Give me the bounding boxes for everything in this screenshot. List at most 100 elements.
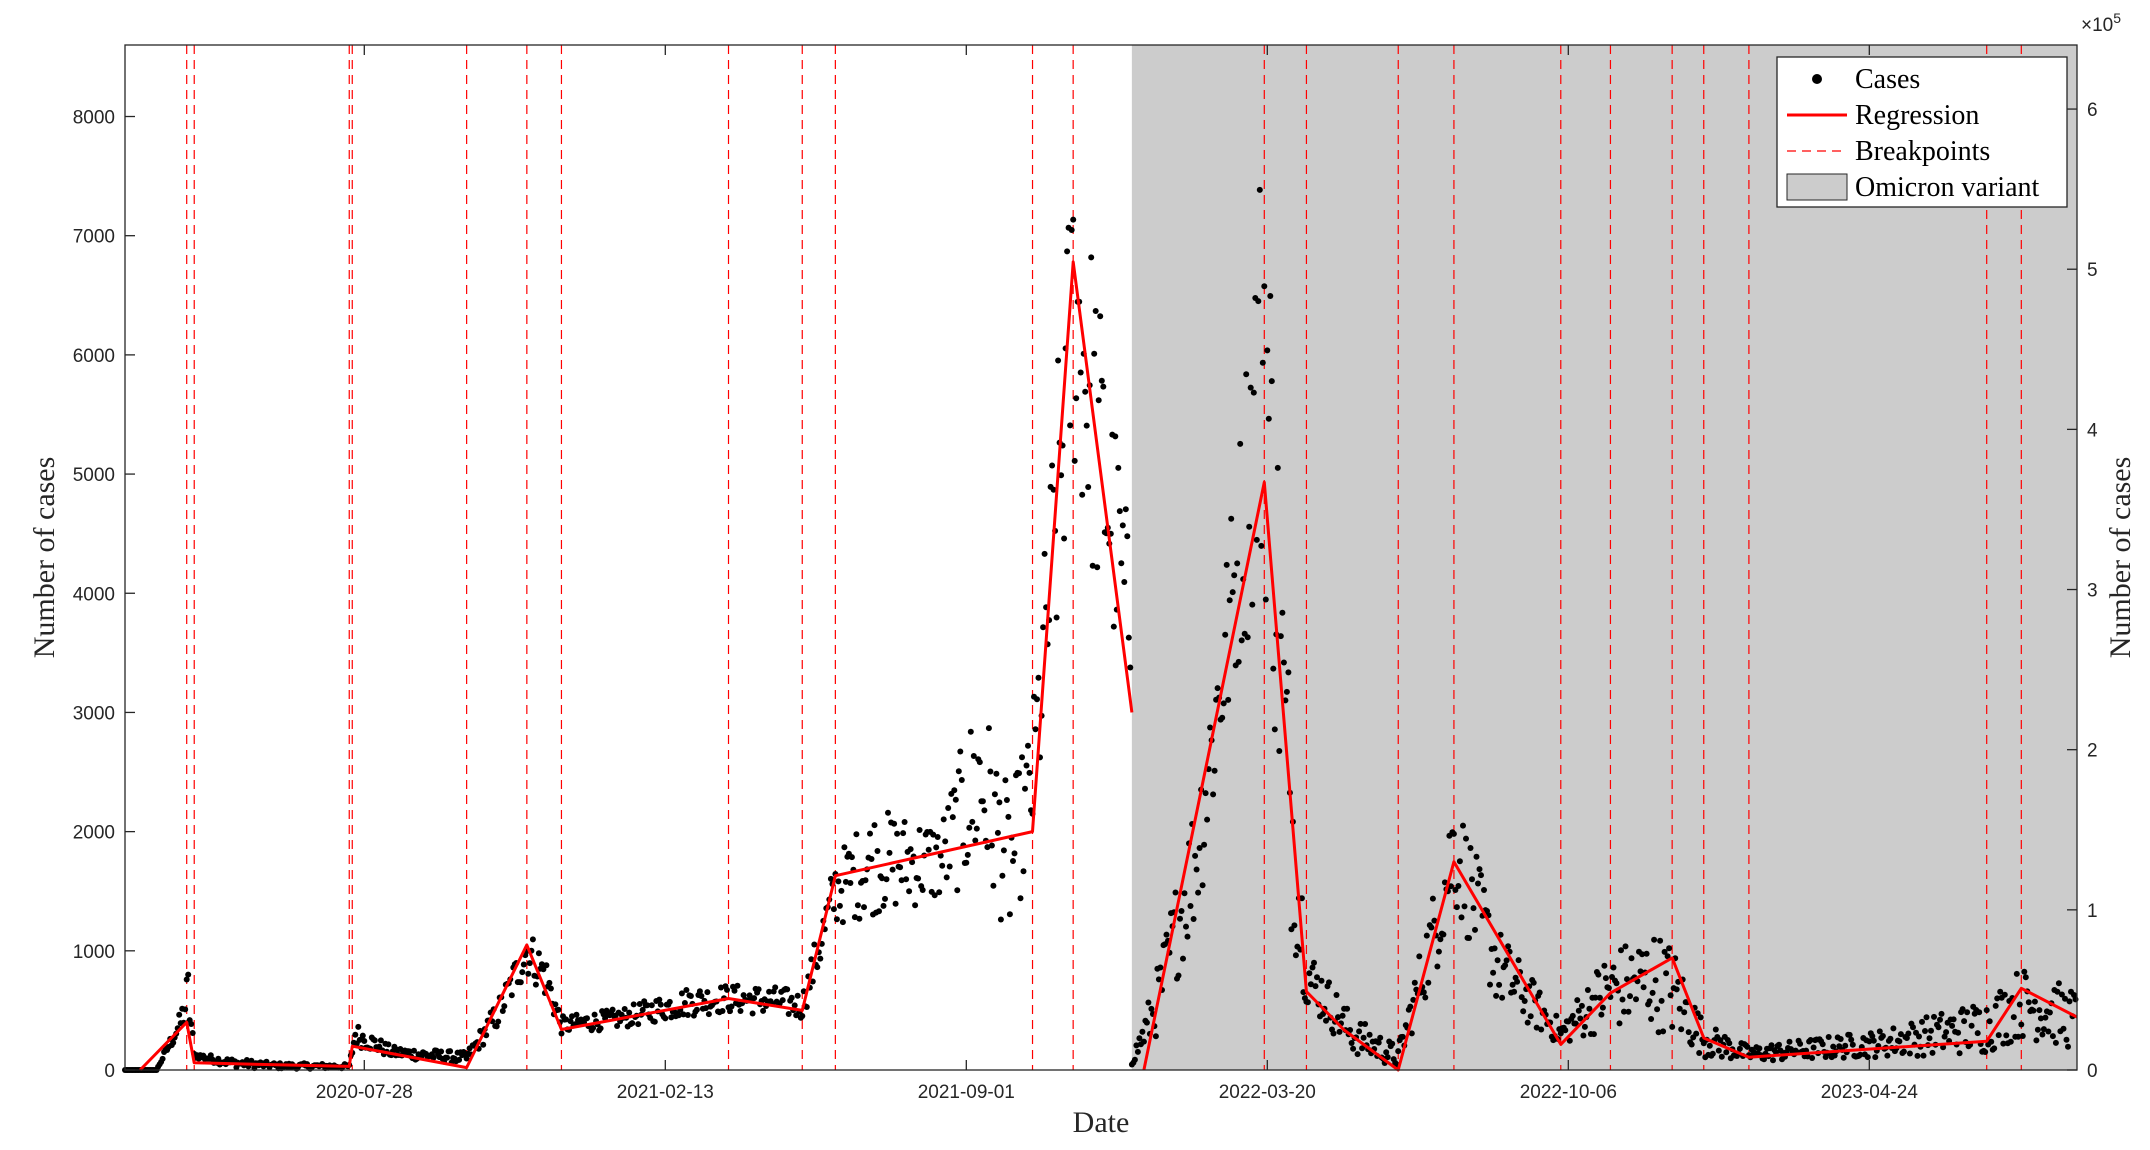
case-point [817, 955, 824, 962]
case-point [1389, 1040, 1396, 1047]
case-point [438, 1048, 445, 1055]
case-point [1460, 822, 1466, 829]
case-point [526, 960, 533, 967]
case-point [567, 1018, 574, 1025]
y-right-exponent-label: ×105 [2081, 10, 2121, 36]
y-axis-label-right: Number of cases [2104, 457, 2137, 659]
case-point [1876, 1028, 1883, 1035]
case-point [1717, 1037, 1724, 1044]
case-point [1243, 371, 1250, 378]
case-point [1809, 1055, 1816, 1061]
case-point [1986, 1018, 1993, 1025]
case-point [1183, 923, 1189, 930]
x-tick-label: 2020-07-28 [316, 1082, 413, 1103]
case-point [1237, 440, 1244, 447]
case-point [1610, 964, 1617, 971]
case-point [1180, 955, 1186, 962]
case-point [1577, 1015, 1584, 1022]
legend-label: Regression [1855, 100, 1979, 131]
case-point [925, 846, 932, 853]
case-point [1637, 968, 1644, 975]
case-point [1079, 491, 1086, 498]
case-point [930, 831, 937, 838]
case-point [1864, 1054, 1871, 1061]
case-point [170, 1039, 177, 1046]
case-point [2063, 1036, 2070, 1043]
case-point [635, 1021, 642, 1028]
case-point [1931, 1013, 1937, 1020]
case-point [1225, 696, 1232, 703]
case-point [1652, 977, 1659, 984]
case-point [954, 887, 961, 894]
case-point [1922, 1028, 1928, 1034]
case-point [1601, 962, 1608, 969]
case-point [1201, 841, 1208, 848]
case-point [189, 1030, 196, 1036]
y-left-tick-label: 0 [104, 1061, 115, 1082]
case-point [1453, 904, 1460, 911]
case-point [880, 902, 887, 909]
case-point [1055, 357, 1062, 364]
case-point [1648, 1016, 1655, 1022]
case-point [1377, 1034, 1384, 1041]
case-point [1136, 1035, 1143, 1042]
case-point [766, 988, 773, 995]
case-point [629, 1020, 636, 1027]
case-point [1073, 395, 1080, 402]
case-point [1035, 674, 1042, 681]
case-point [1502, 962, 1509, 969]
case-point [563, 1016, 569, 1023]
case-point [1961, 1018, 1968, 1025]
case-point [1580, 1032, 1587, 1039]
case-point [1022, 785, 1028, 792]
case-point [1830, 1043, 1837, 1050]
case-point [1872, 1054, 1879, 1061]
case-point [1463, 835, 1469, 842]
case-point [1261, 283, 1268, 290]
case-point [994, 829, 1001, 836]
case-point [1088, 254, 1095, 261]
case-point [811, 941, 818, 948]
case-point [1467, 845, 1474, 851]
case-point [1476, 866, 1483, 873]
case-point [1068, 227, 1075, 233]
case-point [2016, 1001, 2023, 1008]
case-point [1280, 659, 1287, 666]
case-point [751, 995, 758, 1002]
case-point [1458, 914, 1465, 921]
case-point [1640, 984, 1647, 991]
case-point [1619, 996, 1626, 1003]
y-right-tick-label: 2 [2087, 741, 2098, 762]
case-point [1661, 948, 1668, 955]
case-point [447, 1048, 454, 1055]
case-point [687, 993, 694, 999]
case-point [731, 987, 738, 994]
case-point [1219, 714, 1226, 721]
case-point [1172, 889, 1179, 896]
case-point [1660, 1028, 1667, 1035]
case-point [1923, 1014, 1930, 1021]
case-point [1026, 769, 1033, 776]
x-tick-label: 2022-03-20 [1219, 1082, 1316, 1103]
case-point [359, 1032, 366, 1039]
case-point [952, 796, 959, 803]
case-point [532, 981, 539, 988]
case-point [1119, 522, 1126, 529]
case-point [1736, 1045, 1743, 1052]
case-point [1265, 415, 1272, 422]
case-point [848, 854, 855, 861]
case-point [1425, 979, 1432, 986]
case-point [1134, 1048, 1141, 1055]
case-point [970, 753, 977, 759]
case-point [1139, 1028, 1146, 1035]
case-point [1040, 624, 1047, 631]
case-point [1247, 384, 1254, 391]
case-point [1276, 748, 1283, 754]
case-point [1959, 1006, 1966, 1013]
case-point [1270, 665, 1277, 672]
case-point [1964, 1009, 1971, 1016]
case-point [1639, 951, 1646, 958]
case-point [1435, 948, 1442, 955]
x-axis-label: Date [1073, 1106, 1130, 1139]
case-point [1655, 1029, 1662, 1036]
